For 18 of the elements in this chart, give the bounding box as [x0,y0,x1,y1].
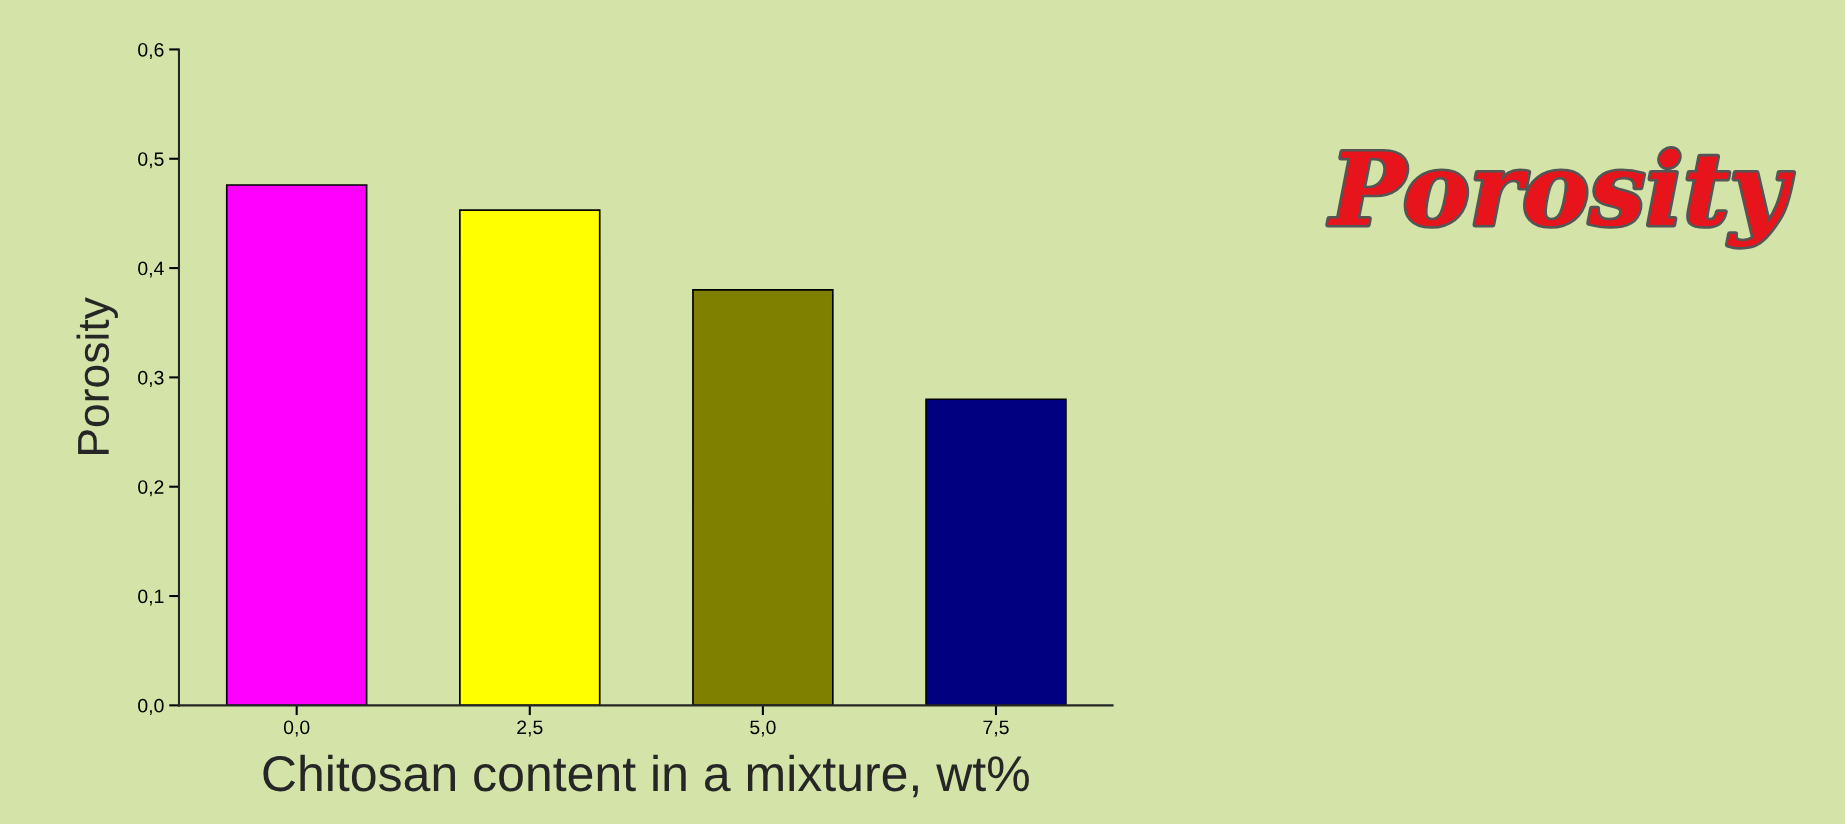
bar [225,184,368,706]
x-axis-title: Chitosan content in a mixture, wt% [263,754,1029,798]
y-tick-label: 0,2 [138,480,164,497]
y-tick-label: 0,5 [138,152,164,169]
y-tick-label: 0,0 [138,698,164,715]
x-tick-label: 7,5 [983,720,1009,737]
y-tick-label: 0,4 [138,261,164,278]
text: Porosity [1328,148,1794,247]
x-tick-label: 0,0 [283,720,310,737]
y-tick-label: 0,3 [138,370,164,387]
y-tick-label: 0,6 [138,42,164,59]
bar [692,289,834,706]
y-axis-title: Porosity [76,297,118,455]
bar [925,398,1067,706]
y-tick-label: 0,1 [138,589,164,606]
x-tick-label: 2,5 [517,720,543,737]
x-tick-label: 5,0 [750,720,776,737]
bar [459,209,601,706]
